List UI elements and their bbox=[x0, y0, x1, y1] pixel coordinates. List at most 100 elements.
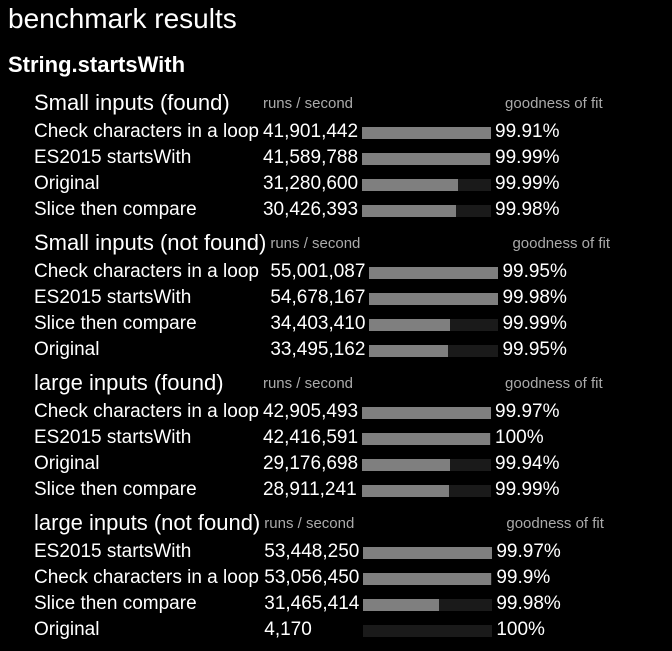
benchmark-name: Slice then compare bbox=[34, 592, 197, 614]
benchmark-row: Slice then compare 31,465,414 99.98% bbox=[34, 591, 604, 616]
benchmark-row: Original 29,176,698 99.94% bbox=[34, 451, 603, 476]
runs-per-second-header: runs / second bbox=[262, 94, 354, 112]
relative-speed-bar bbox=[362, 171, 492, 196]
relative-speed-bar-fill bbox=[369, 344, 448, 357]
benchmark-name: Check characters in a loop bbox=[34, 400, 259, 422]
runs-per-second-value: 41,589,788 bbox=[262, 146, 359, 168]
suite-title: String.startsWith bbox=[8, 52, 186, 77]
goodness-of-fit-value: 99.95% bbox=[502, 338, 567, 360]
relative-speed-bar-fill bbox=[369, 318, 451, 331]
relative-speed-bar bbox=[363, 539, 493, 564]
benchmark-row: ES2015 startsWith 53,448,250 99.97% bbox=[34, 539, 604, 564]
relative-speed-bar-fill bbox=[362, 484, 449, 497]
runs-per-second-value: 42,416,591 bbox=[262, 426, 359, 448]
runs-per-second-header: runs / second bbox=[264, 514, 355, 532]
relative-speed-bar-fill bbox=[363, 572, 492, 585]
runs-per-second-value: 55,001,087 bbox=[270, 260, 366, 282]
benchmark-name: Slice then compare bbox=[34, 312, 197, 334]
benchmark-name: Original bbox=[34, 452, 100, 474]
runs-per-second-value: 4,170 bbox=[264, 618, 312, 640]
goodness-of-fit-value: 99.94% bbox=[495, 452, 560, 474]
runs-per-second-value: 34,403,410 bbox=[270, 312, 366, 334]
runs-per-second-value: 31,280,600 bbox=[262, 172, 359, 194]
relative-speed-bar bbox=[362, 119, 492, 144]
group-title: large inputs (found) bbox=[34, 370, 224, 395]
goodness-of-fit-header: goodness of fit bbox=[512, 234, 611, 252]
runs-per-second-value: 33,495,162 bbox=[270, 338, 366, 360]
benchmark-row: Original 33,495,162 99.95% bbox=[34, 337, 610, 362]
goodness-of-fit-value: 99.98% bbox=[495, 198, 560, 220]
benchmark-row: ES2015 startsWith 42,416,591 100% bbox=[34, 425, 603, 450]
benchmark-row: Check characters in a loop 55,001,087 99… bbox=[34, 259, 610, 284]
relative-speed-bar bbox=[369, 337, 499, 362]
runs-per-second-header: runs / second bbox=[270, 234, 361, 252]
benchmark-name: ES2015 startsWith bbox=[34, 540, 192, 562]
runs-per-second-header: runs / second bbox=[262, 374, 354, 392]
runs-per-second-value: 54,678,167 bbox=[270, 286, 366, 308]
runs-per-second-value: 29,176,698 bbox=[262, 452, 359, 474]
relative-speed-bar bbox=[369, 285, 499, 310]
group-title: Small inputs (found) bbox=[34, 90, 230, 115]
relative-speed-bar-fill bbox=[362, 126, 492, 139]
benchmark-row: Original 31,280,600 99.99% bbox=[34, 171, 603, 196]
goodness-of-fit-value: 99.97% bbox=[495, 400, 560, 422]
runs-per-second-value: 28,911,241 bbox=[262, 478, 357, 500]
relative-speed-bar-fill bbox=[362, 152, 491, 165]
goodness-of-fit-header: goodness of fit bbox=[505, 374, 603, 392]
relative-speed-bar-fill bbox=[369, 266, 499, 279]
benchmark-name: ES2015 startsWith bbox=[34, 426, 192, 448]
benchmark-name: Original bbox=[34, 618, 100, 640]
goodness-of-fit-value: 99.99% bbox=[495, 146, 560, 168]
goodness-of-fit-value: 99.99% bbox=[502, 312, 567, 334]
goodness-of-fit-value: 99.99% bbox=[495, 172, 560, 194]
goodness-of-fit-value: 99.91% bbox=[495, 120, 560, 142]
relative-speed-bar bbox=[362, 399, 492, 424]
goodness-of-fit-value: 99.9% bbox=[496, 566, 551, 588]
goodness-of-fit-value: 99.98% bbox=[496, 592, 561, 614]
benchmark-name: Original bbox=[34, 172, 100, 194]
relative-speed-bar-fill bbox=[362, 178, 459, 191]
runs-per-second-value: 53,448,250 bbox=[264, 540, 360, 562]
runs-per-second-value: 31,465,414 bbox=[264, 592, 360, 614]
benchmark-group: Small inputs (found) runs / second goodn… bbox=[30, 87, 607, 223]
relative-speed-bar bbox=[362, 197, 492, 222]
benchmark-row: Slice then compare 34,403,410 99.99% bbox=[34, 311, 610, 336]
relative-speed-bar-fill bbox=[362, 406, 492, 419]
relative-speed-bar-fill bbox=[369, 292, 498, 305]
benchmark-name: Original bbox=[34, 338, 100, 360]
benchmark-name: Check characters in a loop bbox=[34, 260, 259, 282]
benchmark-name: Slice then compare bbox=[34, 198, 197, 220]
benchmark-row: Check characters in a loop 42,905,493 99… bbox=[34, 399, 603, 424]
benchmark-row: ES2015 startsWith 41,589,788 99.99% bbox=[34, 145, 603, 170]
benchmark-name: ES2015 startsWith bbox=[34, 146, 192, 168]
benchmark-group: Small inputs (not found) runs / second g… bbox=[30, 227, 614, 363]
benchmark-row: Check characters in a loop 53,056,450 99… bbox=[34, 565, 604, 590]
relative-speed-bar bbox=[363, 591, 493, 616]
benchmark-name: Check characters in a loop bbox=[34, 120, 259, 142]
relative-speed-bar bbox=[362, 145, 492, 170]
relative-speed-bar bbox=[369, 259, 499, 284]
benchmark-name: ES2015 startsWith bbox=[34, 286, 192, 308]
goodness-of-fit-value: 99.95% bbox=[502, 260, 567, 282]
goodness-of-fit-header: goodness of fit bbox=[506, 514, 604, 532]
relative-speed-bar bbox=[363, 617, 493, 642]
benchmark-row: Check characters in a loop 41,901,442 99… bbox=[34, 119, 603, 144]
runs-per-second-value: 42,905,493 bbox=[262, 400, 359, 422]
benchmark-row: Original 4,170 100% bbox=[34, 617, 604, 642]
goodness-of-fit-value: 99.99% bbox=[495, 478, 560, 500]
relative-speed-bar-fill bbox=[363, 598, 440, 611]
relative-speed-bar bbox=[362, 425, 492, 450]
relative-speed-bar bbox=[362, 477, 492, 502]
goodness-of-fit-value: 100% bbox=[495, 426, 544, 448]
relative-speed-bar-fill bbox=[363, 546, 493, 559]
relative-speed-bar bbox=[362, 451, 492, 476]
benchmark-name: Check characters in a loop bbox=[34, 566, 259, 588]
goodness-of-fit-value: 99.97% bbox=[496, 540, 561, 562]
relative-speed-bar-fill bbox=[362, 432, 490, 445]
benchmark-name: Slice then compare bbox=[34, 478, 197, 500]
relative-speed-bar bbox=[369, 311, 499, 336]
goodness-of-fit-value: 99.98% bbox=[502, 286, 567, 308]
runs-per-second-value: 41,901,442 bbox=[262, 120, 359, 142]
relative-speed-bar-fill bbox=[362, 458, 450, 471]
goodness-of-fit-value: 100% bbox=[496, 618, 545, 640]
